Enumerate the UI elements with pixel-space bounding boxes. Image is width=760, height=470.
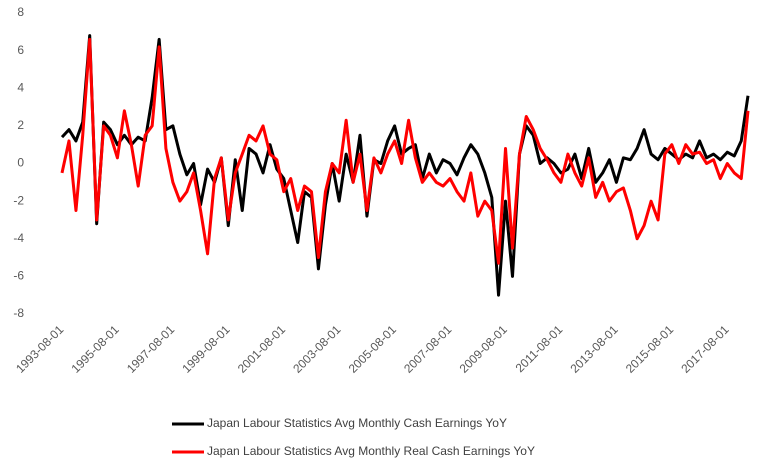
x-tick-label: 1999-08-01 (179, 322, 233, 376)
x-tick-label: 2015-08-01 (623, 322, 677, 376)
x-tick-label: 2009-08-01 (457, 322, 511, 376)
y-tick-label: 8 (17, 5, 24, 19)
y-tick-label: -2 (13, 193, 24, 207)
x-tick-label: 1993-08-01 (13, 322, 67, 376)
x-tick-label: 2013-08-01 (567, 322, 621, 376)
y-tick-label: -8 (13, 306, 24, 320)
x-tick-label: 2007-08-01 (401, 322, 455, 376)
x-tick-label: 2005-08-01 (346, 322, 400, 376)
x-tick-label: 2003-08-01 (290, 322, 344, 376)
y-tick-label: -4 (13, 231, 24, 245)
x-tick-label: 2001-08-01 (235, 322, 289, 376)
x-tick-label: 2017-08-01 (678, 322, 732, 376)
legend-label: Japan Labour Statistics Avg Monthly Real… (207, 444, 535, 458)
y-tick-label: -6 (13, 269, 24, 283)
series-line (60, 37, 750, 265)
legend-label: Japan Labour Statistics Avg Monthly Cash… (207, 416, 507, 430)
y-tick-label: 2 (17, 118, 24, 132)
y-tick-label: 0 (17, 156, 24, 170)
series-line (60, 34, 750, 297)
y-tick-label: 4 (17, 80, 24, 94)
y-tick-label: 6 (17, 43, 24, 57)
x-tick-label: 1997-08-01 (124, 322, 178, 376)
x-tick-label: 2011-08-01 (513, 322, 566, 375)
x-tick-label: 1995-08-01 (68, 322, 122, 376)
